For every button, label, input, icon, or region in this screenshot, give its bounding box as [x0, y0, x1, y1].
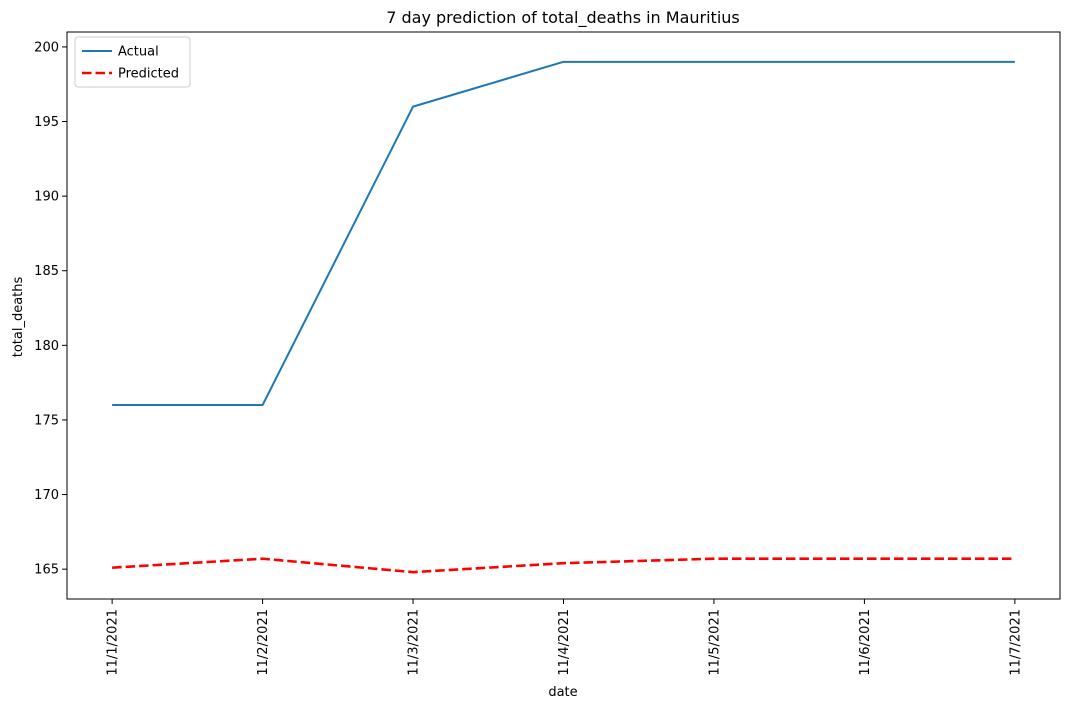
chart-title: 7 day prediction of total_deaths in Maur…	[386, 8, 740, 28]
legend-label-actual: Actual	[118, 45, 159, 60]
y-tick-label: 180	[34, 339, 59, 354]
legend-box	[74, 36, 191, 88]
y-tick-label: 190	[34, 190, 59, 205]
x-tick-label: 11/5/2021	[707, 609, 722, 676]
x-axis-label: date	[548, 685, 577, 700]
x-tick-label: 11/2/2021	[256, 609, 271, 676]
y-tick-label: 165	[34, 563, 59, 578]
series-line-actual	[112, 60, 1015, 407]
y-tick-label: 200	[34, 40, 59, 55]
y-tick-label: 185	[34, 264, 59, 279]
plot-area	[66, 31, 1061, 600]
x-tick-label: 11/1/2021	[106, 609, 121, 676]
y-tick-label: 170	[34, 488, 59, 503]
y-tick-label: 175	[34, 413, 59, 428]
legend: Actual Predicted	[74, 36, 191, 88]
y-tick-label: 195	[34, 115, 59, 130]
x-axis: 11/1/2021 11/2/2021 11/3/2021 11/4/2021 11/5…	[106, 599, 1023, 676]
x-tick-label: 11/7/2021	[1008, 609, 1023, 676]
y-axis-label: total_deaths	[11, 277, 26, 358]
x-tick-label: 11/6/2021	[858, 609, 873, 676]
x-tick-label: 11/3/2021	[407, 609, 422, 676]
series-layer	[112, 60, 1015, 574]
series-line-predicted	[112, 557, 1015, 574]
x-tick-label: 11/4/2021	[557, 609, 572, 676]
y-axis: 165 170 175 180 185 190 195 200	[34, 40, 67, 578]
legend-label-predicted: Predicted	[118, 67, 179, 82]
plot-background	[67, 32, 1060, 599]
